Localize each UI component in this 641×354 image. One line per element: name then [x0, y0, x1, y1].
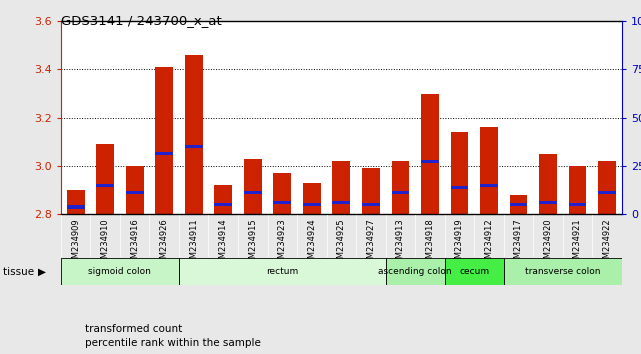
Bar	[598, 161, 616, 214]
Bar	[61, 258, 179, 285]
Bar	[510, 195, 528, 214]
Text: GSM234917: GSM234917	[514, 218, 523, 269]
Text: GSM234916: GSM234916	[130, 218, 139, 269]
Bar	[362, 203, 379, 206]
Bar	[510, 203, 528, 206]
Text: percentile rank within the sample: percentile rank within the sample	[85, 338, 261, 348]
Text: GDS3141 / 243700_x_at: GDS3141 / 243700_x_at	[61, 14, 222, 27]
Bar	[598, 191, 616, 194]
Bar	[421, 160, 438, 163]
Text: GSM234910: GSM234910	[101, 218, 110, 269]
Bar	[185, 55, 203, 214]
Bar	[480, 184, 498, 187]
Text: GSM234913: GSM234913	[396, 218, 405, 269]
Bar	[155, 152, 173, 155]
Bar	[539, 201, 557, 204]
Bar	[67, 205, 85, 209]
Bar	[569, 203, 587, 206]
Text: GSM234918: GSM234918	[426, 218, 435, 269]
Bar	[451, 132, 469, 214]
Text: GSM234925: GSM234925	[337, 218, 346, 269]
Bar	[333, 161, 350, 214]
Bar	[504, 258, 622, 285]
Text: GSM234924: GSM234924	[307, 218, 316, 269]
Bar	[392, 191, 409, 194]
Bar	[96, 184, 114, 187]
Text: GSM234919: GSM234919	[455, 218, 464, 269]
Text: GSM234920: GSM234920	[544, 218, 553, 269]
Text: GSM234923: GSM234923	[278, 218, 287, 269]
Bar	[126, 166, 144, 214]
Bar	[214, 203, 232, 206]
Text: ▶: ▶	[38, 267, 46, 277]
Bar	[392, 161, 409, 214]
Text: transverse colon: transverse colon	[525, 267, 601, 276]
Text: GSM234911: GSM234911	[189, 218, 198, 269]
Bar	[569, 166, 587, 214]
Text: ascending colon: ascending colon	[378, 267, 452, 276]
Text: transformed count: transformed count	[85, 324, 183, 334]
Bar	[185, 145, 203, 148]
Bar	[244, 159, 262, 214]
Bar	[333, 201, 350, 204]
Text: GSM234914: GSM234914	[219, 218, 228, 269]
Bar	[274, 173, 291, 214]
Bar	[303, 203, 320, 206]
Text: GSM234912: GSM234912	[485, 218, 494, 269]
Text: cecum: cecum	[459, 267, 489, 276]
Bar	[179, 258, 386, 285]
Text: sigmoid colon: sigmoid colon	[88, 267, 151, 276]
Bar	[362, 169, 379, 214]
Bar	[421, 93, 438, 214]
Bar	[214, 185, 232, 214]
Text: tissue: tissue	[3, 267, 38, 277]
Bar	[155, 67, 173, 214]
Text: GSM234922: GSM234922	[603, 218, 612, 269]
Bar	[303, 183, 320, 214]
Bar	[451, 186, 469, 189]
Bar	[67, 190, 85, 214]
Bar	[274, 201, 291, 204]
Bar	[96, 144, 114, 214]
Text: GSM234915: GSM234915	[248, 218, 257, 269]
Text: GSM234927: GSM234927	[367, 218, 376, 269]
Bar	[244, 191, 262, 194]
Bar	[445, 258, 504, 285]
Bar	[539, 154, 557, 214]
Bar	[126, 191, 144, 194]
Bar	[386, 258, 445, 285]
Text: rectum: rectum	[266, 267, 299, 276]
Text: GSM234921: GSM234921	[573, 218, 582, 269]
Text: GSM234926: GSM234926	[160, 218, 169, 269]
Bar	[480, 127, 498, 214]
Text: GSM234909: GSM234909	[71, 218, 80, 269]
